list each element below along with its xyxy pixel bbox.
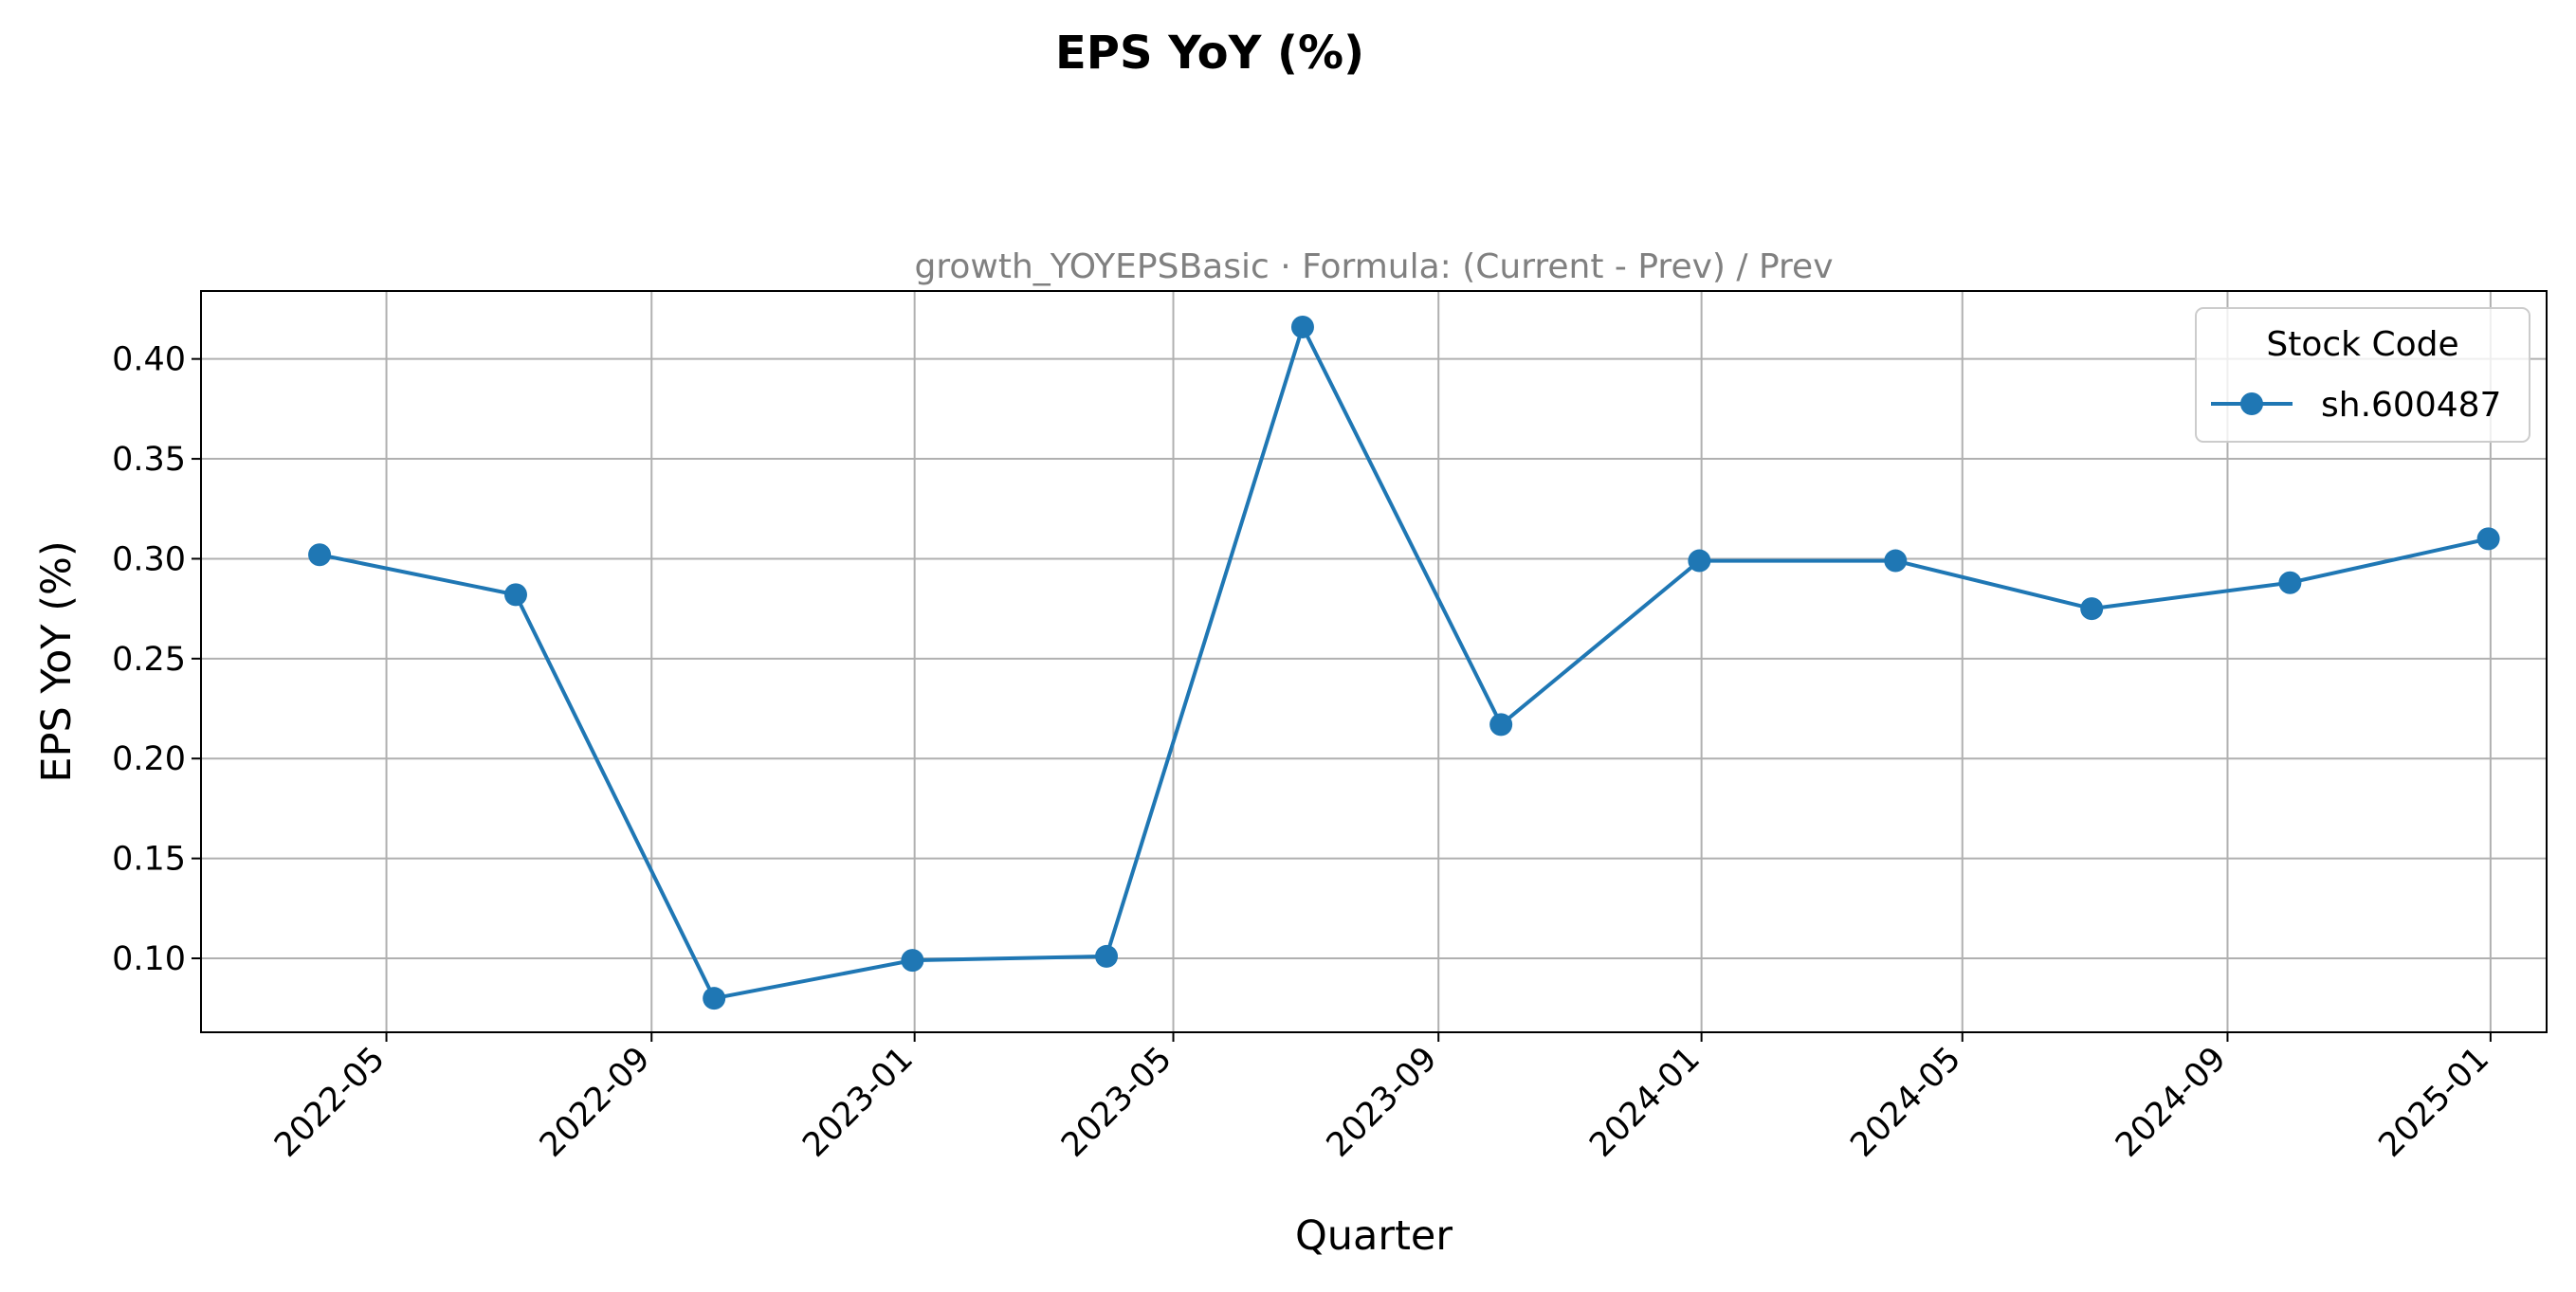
y-axis-ticks: 0.10 0.15 0.20 0.25 0.30 0.35 0.40: [112, 341, 201, 978]
data-point: [1884, 549, 1908, 573]
legend-box: [2195, 307, 2530, 443]
chart-subtitle: growth_YOYEPSBasic · Formula: (Current -…: [915, 247, 1834, 286]
x-tick-label: 2022-09: [533, 1040, 658, 1165]
data-point: [1688, 549, 1711, 573]
legend-title: Stock Code: [2266, 325, 2458, 364]
x-tick-label: 2024-09: [2109, 1040, 2234, 1165]
y-tick-label: 0.35: [112, 441, 186, 479]
data-point: [1489, 713, 1513, 737]
legend-entry-label: sh.600487: [2321, 386, 2501, 425]
data-point: [2476, 527, 2500, 551]
x-tick-label: 2022-05: [267, 1040, 393, 1165]
data-point: [703, 987, 726, 1010]
x-tick-label: 2023-09: [1320, 1040, 1445, 1165]
x-tick-label: 2023-05: [1054, 1040, 1179, 1165]
x-axis-label: Quarter: [1295, 1212, 1452, 1260]
data-point: [2278, 571, 2302, 594]
y-axis-label: EPS YoY (%): [33, 540, 81, 782]
x-axis-ticks: 2022-05 2022-09 2023-01 2023-05 2023-09 2024-…: [267, 1032, 2496, 1165]
data-point: [1290, 315, 1314, 338]
x-tick-label: 2024-01: [1582, 1040, 1708, 1165]
data-point: [901, 949, 924, 973]
grid-lines: [201, 291, 2547, 1032]
series-line: [319, 324, 2490, 1001]
y-tick-label: 0.15: [112, 841, 186, 879]
x-tick-label: 2023-01: [795, 1040, 921, 1165]
data-point: [1095, 944, 1119, 968]
data-point: [2080, 597, 2104, 621]
legend-marker-swatch: [2240, 392, 2263, 415]
x-tick-label: 2024-05: [1843, 1040, 1968, 1165]
series-line-group: [308, 315, 2500, 1010]
y-tick-label: 0.20: [112, 740, 186, 778]
chart-title: EPS YoY (%): [1055, 27, 1364, 80]
x-tick-label: 2025-01: [2372, 1040, 2497, 1165]
legend: Stock Code sh.600487: [2195, 307, 2530, 443]
y-tick-label: 0.10: [112, 940, 186, 978]
plot-frame: [200, 290, 2548, 1033]
y-tick-label: 0.25: [112, 641, 186, 679]
data-point: [503, 583, 527, 607]
y-tick-label: 0.30: [112, 540, 186, 578]
data-point: [308, 543, 332, 567]
y-tick-label: 0.40: [112, 341, 186, 379]
